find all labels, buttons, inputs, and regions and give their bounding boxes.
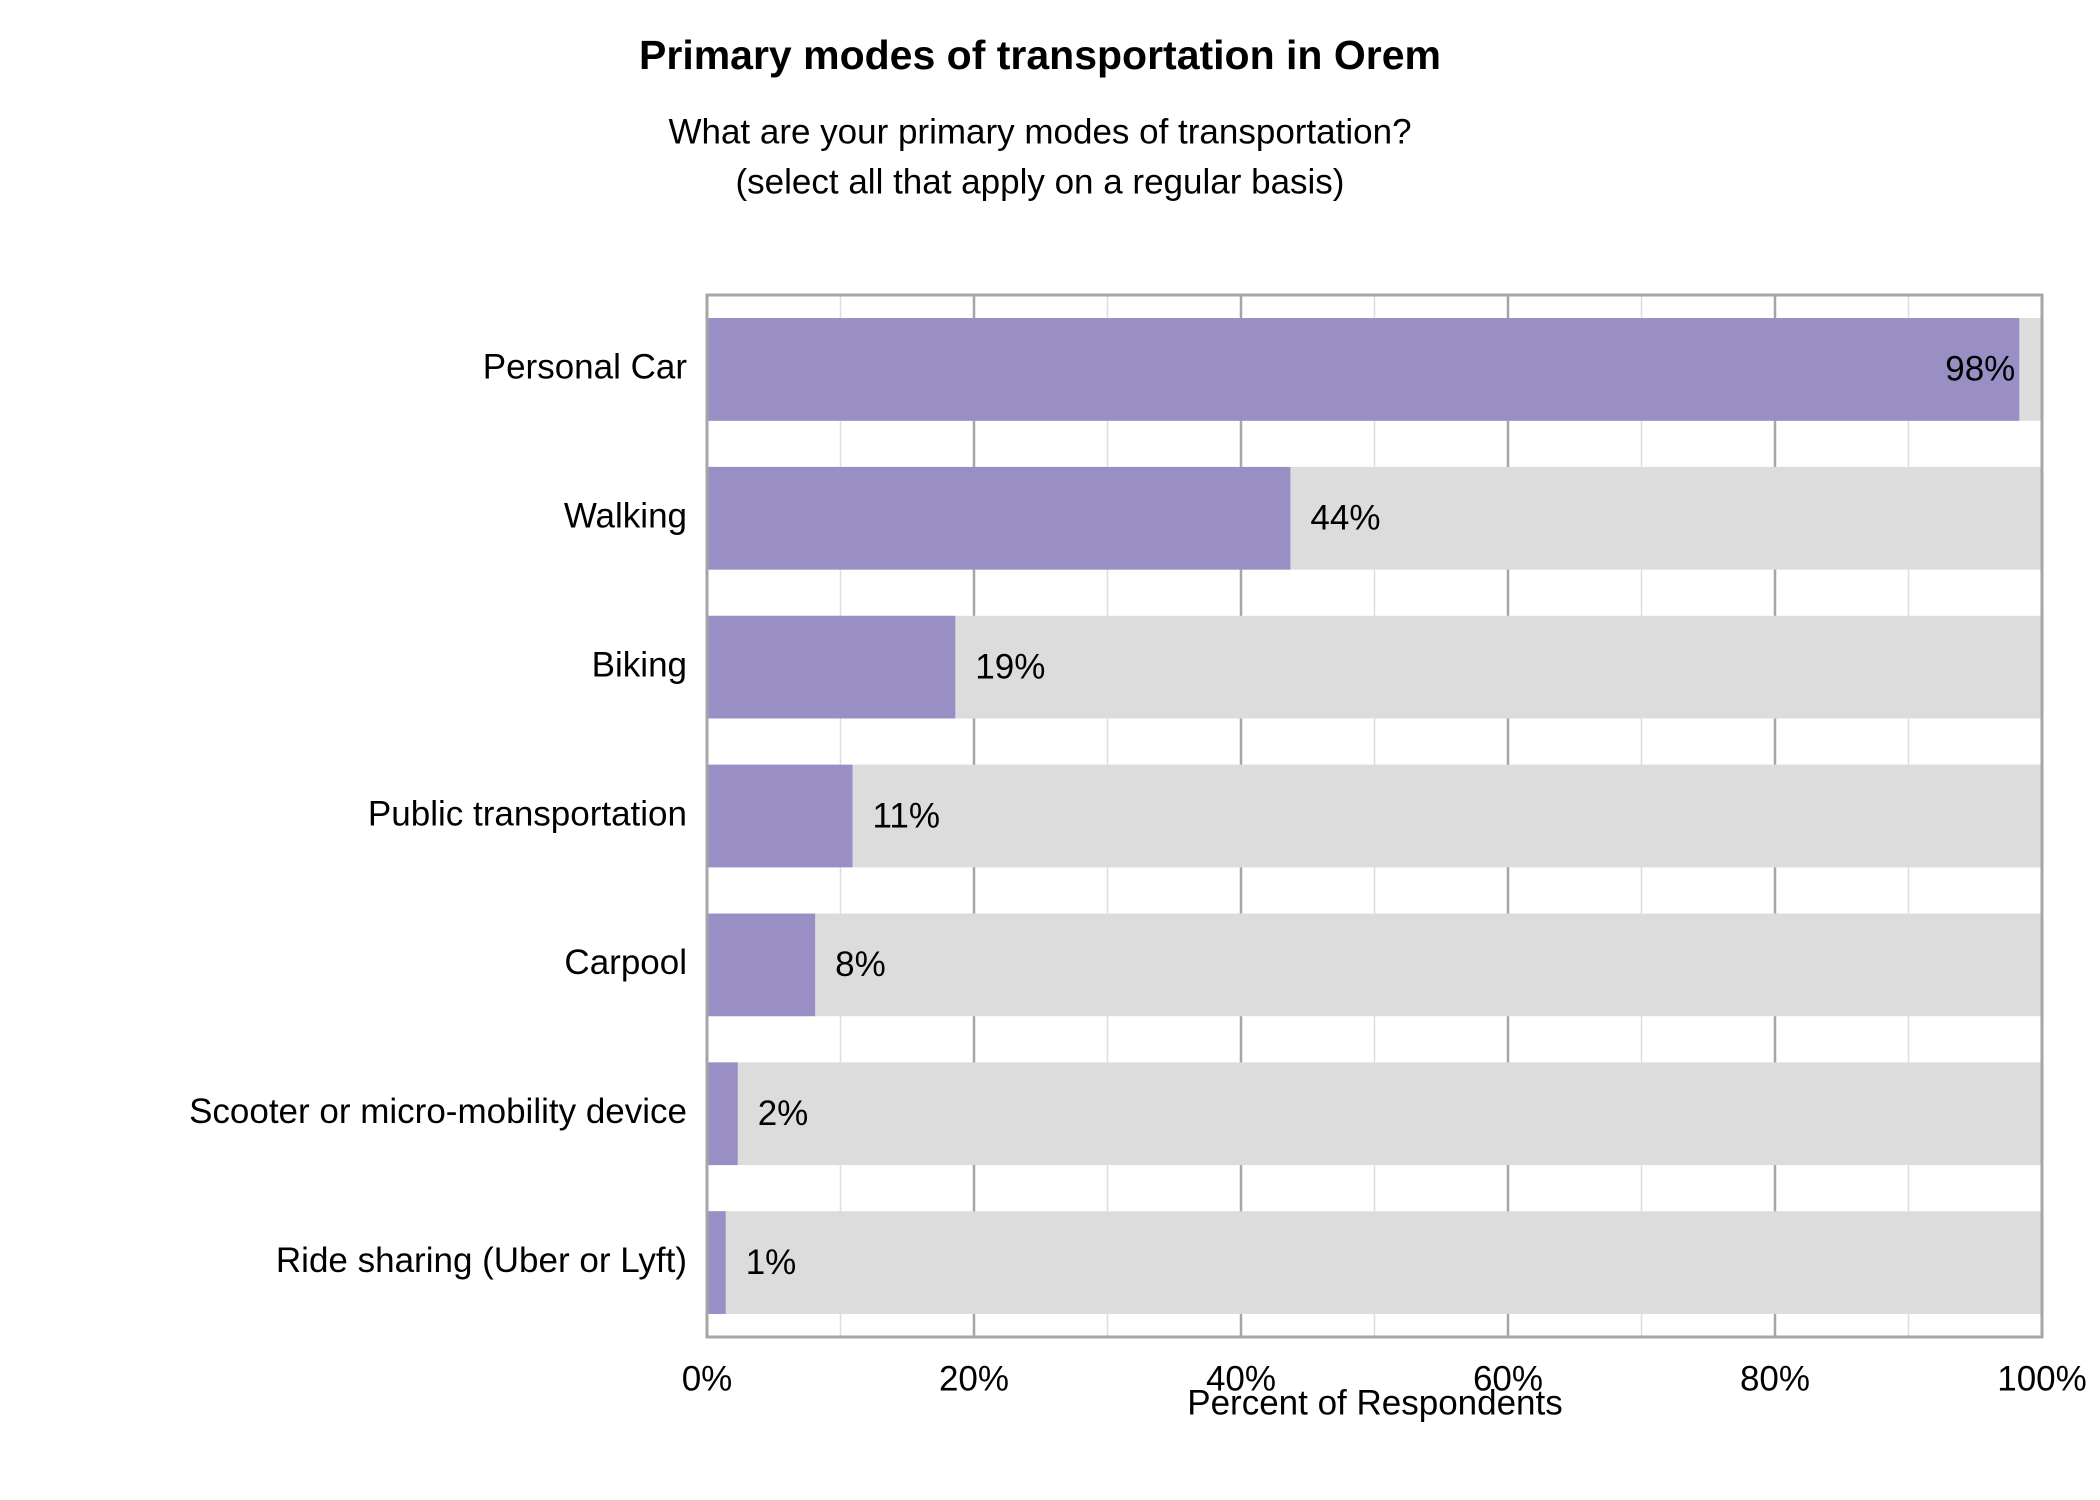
value-label: 11% bbox=[873, 796, 940, 835]
bar bbox=[707, 318, 2020, 421]
bar bbox=[707, 1062, 738, 1166]
chart-title: Primary modes of transportation in Orem bbox=[639, 32, 1441, 78]
value-label: 8% bbox=[835, 945, 886, 984]
x-tick-label: 20% bbox=[939, 1359, 1009, 1398]
x-tick-label: 100% bbox=[1997, 1359, 2087, 1398]
bar bbox=[707, 913, 816, 1017]
y-tick-label: Carpool bbox=[564, 943, 687, 982]
y-tick-label: Biking bbox=[592, 645, 687, 684]
y-tick-label: Public transportation bbox=[368, 794, 687, 833]
chart-subtitle: (select all that apply on a regular basi… bbox=[736, 162, 1345, 201]
value-label: 2% bbox=[758, 1094, 809, 1133]
bar-track bbox=[707, 913, 2042, 1017]
x-tick-label: 40% bbox=[1206, 1359, 1276, 1398]
bar bbox=[707, 466, 1291, 570]
y-tick-label: Walking bbox=[564, 497, 687, 536]
y-tick-label: Scooter or micro-mobility device bbox=[189, 1092, 687, 1131]
y-tick-label: Ride sharing (Uber or Lyft) bbox=[276, 1241, 687, 1280]
value-label: 1% bbox=[746, 1243, 797, 1282]
chart-subtitle: What are your primary modes of transport… bbox=[668, 112, 1411, 151]
bar-track bbox=[707, 1062, 2042, 1166]
value-label: 19% bbox=[975, 647, 1045, 686]
x-tick-label: 80% bbox=[1740, 1359, 1810, 1398]
x-axis-title: Percent of Respondents bbox=[1187, 1383, 1563, 1422]
bar-track bbox=[707, 1211, 2042, 1314]
bar bbox=[707, 764, 853, 868]
bar bbox=[707, 1211, 726, 1314]
x-tick-label: 0% bbox=[682, 1359, 733, 1398]
value-label: 98% bbox=[1945, 350, 2015, 389]
bar-track bbox=[707, 764, 2042, 868]
bar bbox=[707, 615, 956, 719]
y-tick-label: Personal Car bbox=[483, 348, 688, 387]
plot-frame bbox=[705, 293, 2044, 1339]
value-label: 44% bbox=[1310, 499, 1380, 538]
x-tick-label: 60% bbox=[1473, 1359, 1543, 1398]
